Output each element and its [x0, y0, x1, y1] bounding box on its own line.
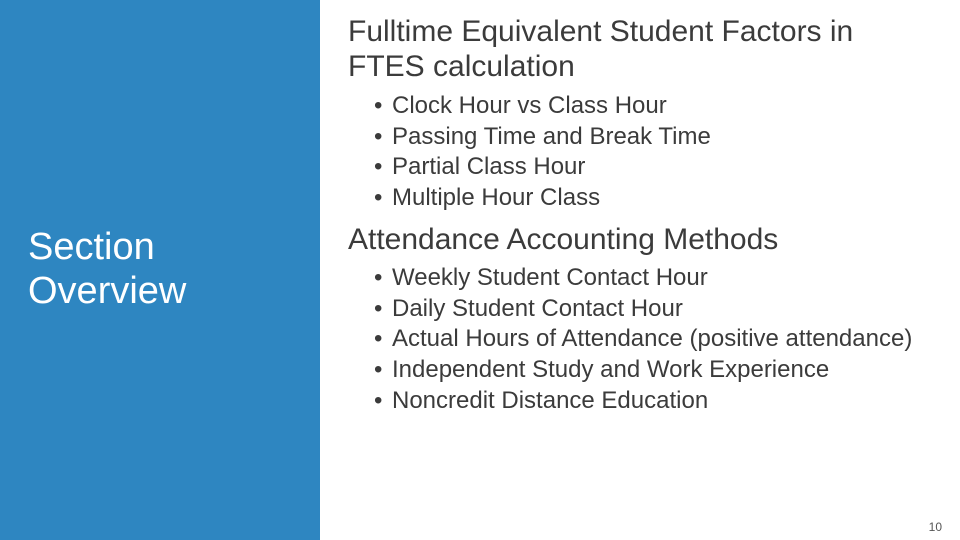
list-item: Partial Class Hour: [374, 152, 932, 183]
list-item: Actual Hours of Attendance (positive att…: [374, 324, 932, 355]
list-item: Multiple Hour Class: [374, 183, 932, 214]
heading-2: Attendance Accounting Methods: [348, 222, 932, 257]
list-item: Clock Hour vs Class Hour: [374, 91, 932, 122]
right-pane: Fulltime Equivalent Student Factors in F…: [320, 0, 960, 540]
list-item: Weekly Student Contact Hour: [374, 263, 932, 294]
list-item: Daily Student Contact Hour: [374, 294, 932, 325]
bullet-list-2: Weekly Student Contact Hour Daily Studen…: [348, 263, 932, 417]
list-item: Passing Time and Break Time: [374, 122, 932, 153]
bullet-list-1: Clock Hour vs Class Hour Passing Time an…: [348, 91, 932, 214]
list-item: Independent Study and Work Experience: [374, 355, 932, 386]
left-pane: Section Overview: [0, 0, 320, 540]
list-item: Noncredit Distance Education: [374, 386, 932, 417]
page-number: 10: [929, 520, 942, 534]
section-title: Section Overview: [28, 226, 300, 313]
slide: Section Overview Fulltime Equivalent Stu…: [0, 0, 960, 540]
heading-1: Fulltime Equivalent Student Factors in F…: [348, 14, 932, 85]
